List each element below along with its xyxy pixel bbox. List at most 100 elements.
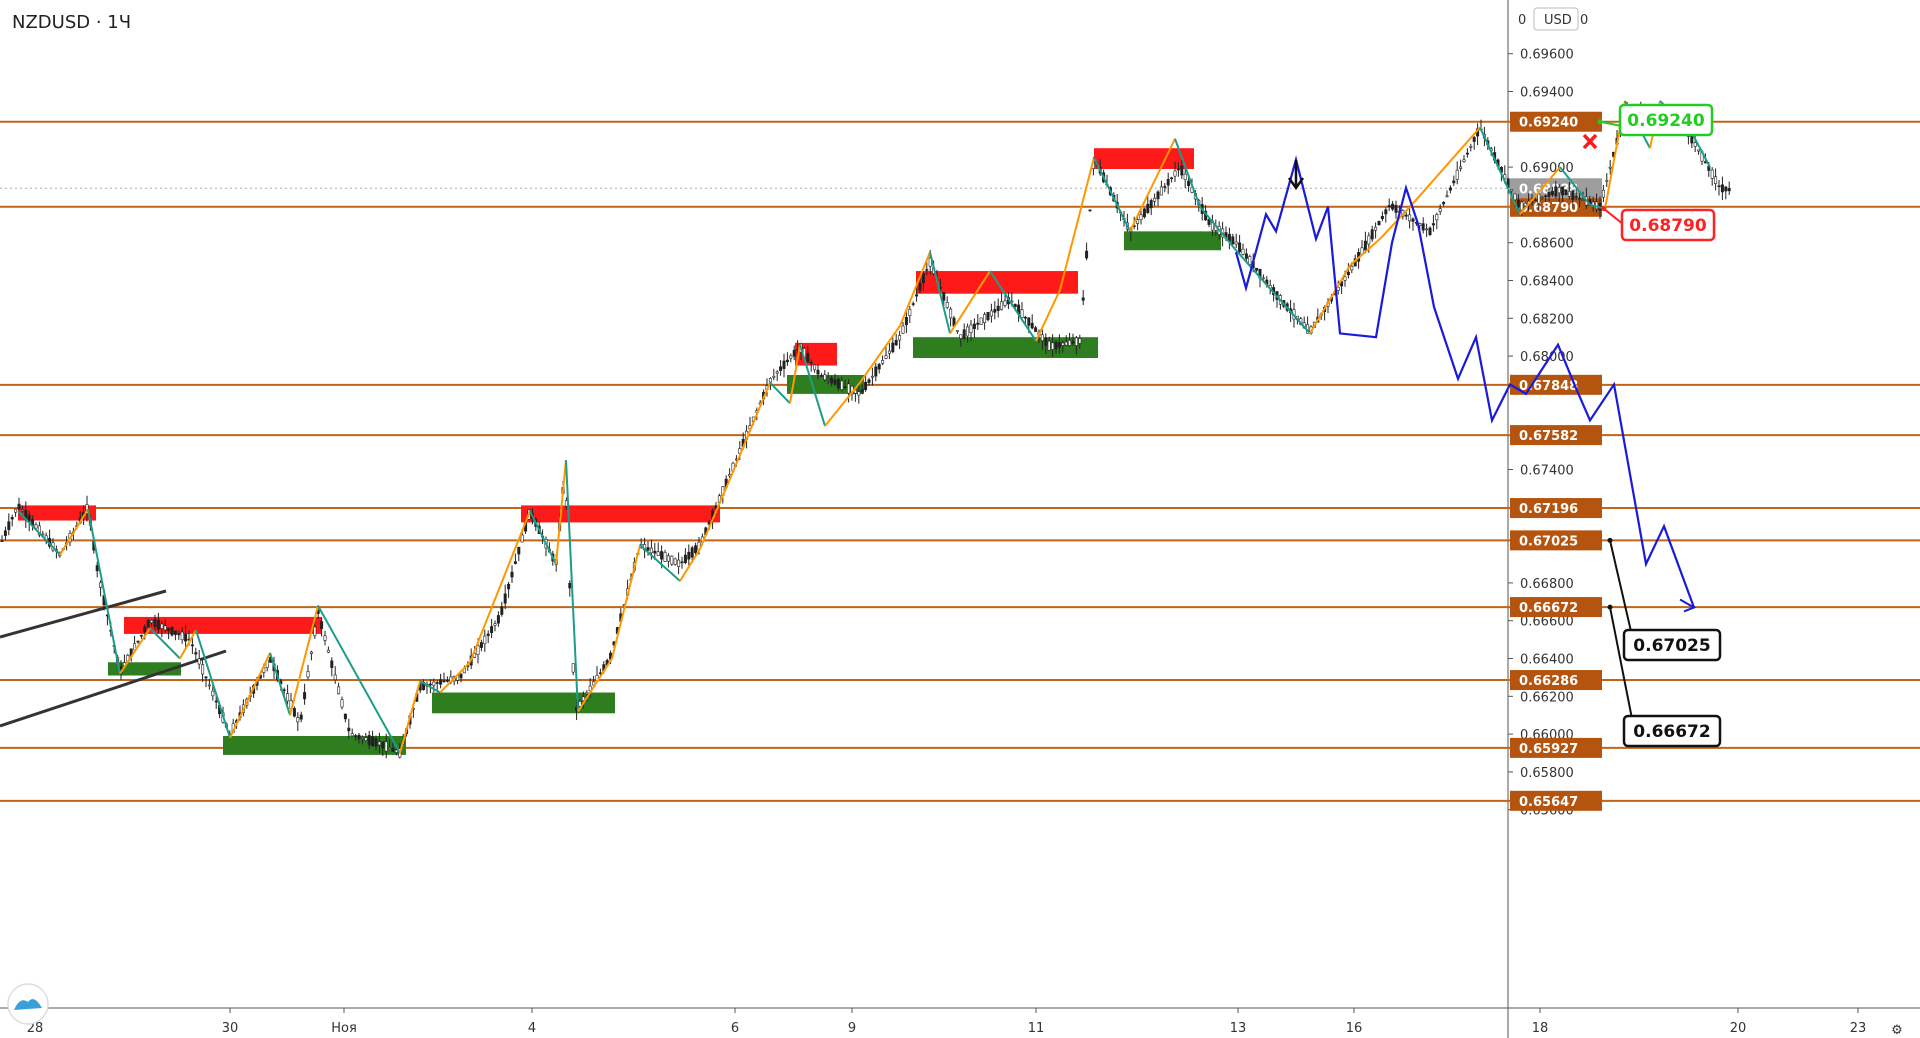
candle-body	[864, 381, 868, 391]
candle-body	[371, 736, 375, 747]
candle-body	[163, 625, 167, 631]
candle-body	[1068, 340, 1072, 346]
callout-box	[1620, 208, 1716, 242]
candle-body	[1601, 189, 1605, 198]
candle-body	[1428, 227, 1432, 236]
demand-zone	[1124, 231, 1221, 251]
zigzag-segment	[789, 344, 801, 404]
candle-body	[1547, 192, 1551, 197]
candle-body	[884, 355, 888, 359]
level-label-bg	[1510, 790, 1602, 811]
candle-body	[3, 530, 7, 536]
candle-body	[439, 679, 443, 685]
candle-body	[17, 503, 21, 510]
candle-body	[1064, 341, 1068, 346]
y-tick-label: 0.66400	[1520, 653, 1574, 668]
candle-body	[1391, 203, 1395, 210]
candle-body	[1146, 203, 1150, 214]
candle-body	[1724, 186, 1728, 192]
candle-body	[1469, 145, 1473, 148]
candle-body	[1452, 180, 1456, 184]
candle-body	[340, 699, 344, 708]
candle-body	[816, 369, 820, 375]
candle-body	[479, 642, 483, 648]
candle-body	[1693, 142, 1697, 147]
candle-body	[1136, 219, 1140, 224]
candle-body	[1241, 248, 1245, 255]
candle-body	[1170, 177, 1174, 180]
zigzag-segment	[577, 657, 613, 712]
candle-body	[160, 623, 164, 629]
candle-body	[1346, 271, 1350, 276]
zigzag-segment	[399, 680, 421, 754]
candle-body	[687, 551, 691, 560]
candle-body	[184, 633, 188, 642]
callout-anchor	[1597, 119, 1603, 125]
candle-body	[656, 551, 660, 556]
zigzag-segment	[824, 381, 861, 427]
x-tick-label: 16	[1346, 1021, 1363, 1036]
level-label-bg	[1510, 498, 1602, 519]
candle-body	[1051, 342, 1055, 350]
candle-body	[592, 681, 596, 686]
zigzag-segment	[1519, 166, 1561, 215]
candle-body	[1071, 340, 1075, 344]
candle-body	[1000, 301, 1004, 311]
candle-body	[1187, 180, 1191, 187]
candle-body	[819, 375, 823, 377]
candle-body	[857, 391, 861, 396]
candle-body	[1238, 242, 1242, 253]
callout-anchor	[1607, 537, 1613, 543]
candle-body	[809, 361, 813, 364]
level-label-bg	[1510, 374, 1602, 395]
level-label-bg	[1510, 670, 1602, 691]
candle-body	[139, 634, 143, 637]
zigzag-segment	[899, 251, 931, 327]
candle-body	[1605, 179, 1609, 182]
candle-body	[326, 649, 330, 653]
candle-body	[826, 378, 830, 380]
candle-body	[1380, 215, 1384, 219]
settings-icon[interactable]: ⚙	[1891, 1023, 1903, 1038]
candle-body	[367, 735, 371, 746]
candle-body	[1377, 220, 1381, 226]
candle-body	[881, 360, 885, 364]
candle-body	[918, 283, 922, 291]
level-label: 0.67582	[1519, 429, 1578, 444]
candle-body	[833, 379, 837, 385]
candle-body	[1159, 186, 1163, 196]
candle-body	[360, 737, 364, 739]
level-label-bg	[1510, 597, 1602, 618]
candle-body	[320, 621, 324, 629]
candle-body	[1142, 208, 1146, 218]
zigzag-segment	[555, 459, 567, 565]
candle-body	[789, 355, 793, 359]
candle-body	[1394, 204, 1398, 213]
candle-body	[1166, 179, 1170, 186]
candle-body	[1574, 196, 1578, 198]
candle-body	[785, 359, 789, 363]
candle-body	[1540, 196, 1544, 199]
candle-body	[891, 342, 895, 353]
candle-body	[0, 540, 4, 542]
candle-body	[170, 626, 174, 636]
zigzag-segment	[1479, 126, 1521, 215]
candle-body	[823, 374, 827, 381]
candle-body	[364, 737, 368, 741]
candle-body	[493, 623, 497, 626]
y-tick-label: 0.66800	[1520, 577, 1574, 592]
candle-body	[1078, 338, 1082, 344]
candle-body	[1350, 265, 1354, 271]
axis-marker-left: 0	[1518, 13, 1526, 28]
candle-body	[435, 682, 439, 684]
zigzag-segment	[1349, 238, 1381, 267]
candle-body	[503, 593, 507, 604]
candle-body	[286, 693, 290, 702]
candle-body	[1013, 303, 1017, 308]
candle-body	[646, 547, 650, 551]
candle-body	[167, 627, 171, 632]
candle-body	[911, 303, 915, 305]
candle-body	[779, 366, 783, 371]
